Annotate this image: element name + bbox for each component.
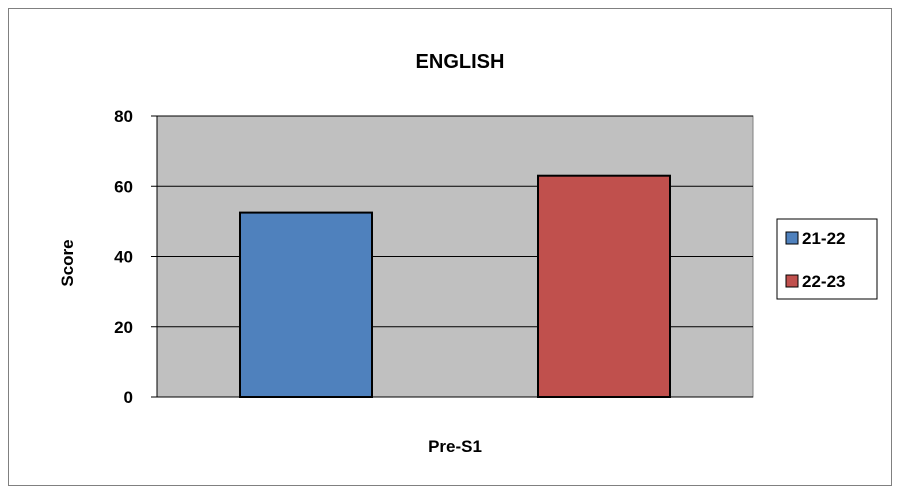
legend: 21-22 22-23 — [776, 218, 878, 300]
bar-21-22 — [239, 211, 373, 398]
legend-label-21-22: 21-22 — [802, 229, 845, 248]
y-tick-label: 20 — [114, 318, 133, 337]
bars — [239, 174, 671, 398]
y-axis-ticks: 0 20 40 60 80 — [114, 107, 157, 407]
chart-title: ENGLISH — [416, 51, 505, 73]
y-axis-label: Score — [58, 239, 77, 286]
x-axis-label: Pre-S1 — [428, 437, 482, 456]
legend-swatch-22-23 — [785, 274, 799, 288]
y-tick-label: 40 — [114, 248, 133, 267]
legend-label-22-23: 22-23 — [802, 272, 845, 291]
y-tick-label: 60 — [114, 177, 133, 196]
bar-22-23 — [537, 174, 671, 398]
y-tick-label: 80 — [114, 107, 133, 126]
y-tick-label: 0 — [124, 388, 133, 407]
legend-swatch-21-22 — [785, 231, 799, 245]
